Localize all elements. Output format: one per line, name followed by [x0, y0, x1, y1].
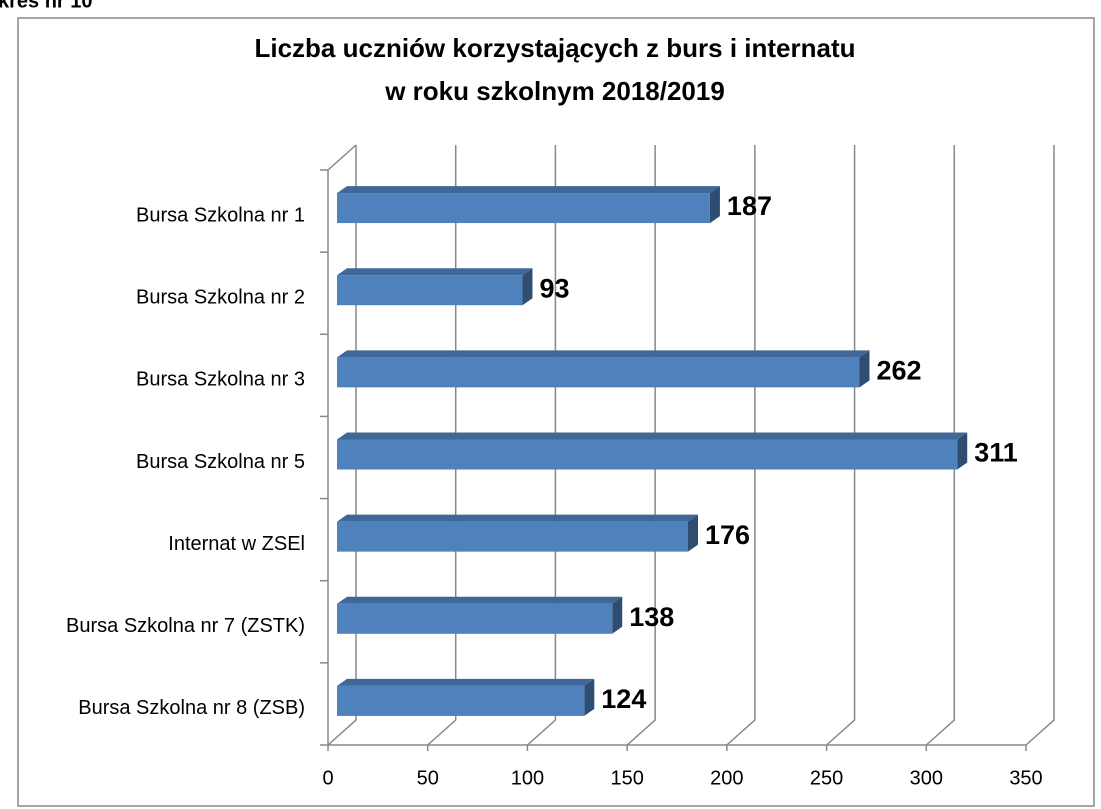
data-label: 311	[974, 438, 1018, 468]
data-label: 124	[601, 684, 646, 714]
data-label: 138	[629, 602, 674, 632]
bar	[337, 521, 688, 552]
grid-line	[626, 145, 656, 746]
bar-side	[687, 514, 698, 552]
chart-title: Liczba uczniów korzystających z burs i i…	[254, 33, 855, 63]
x-tick-label: 200	[710, 767, 743, 789]
y-tick-label: Internat w ZSEl	[168, 533, 305, 555]
grid-line	[427, 145, 457, 746]
x-tick-label: 50	[417, 767, 439, 789]
data-label: 176	[705, 520, 750, 550]
grid-line	[925, 145, 956, 746]
chart-frame	[17, 17, 1095, 807]
grid-line	[1025, 145, 1055, 746]
data-label: 262	[877, 355, 922, 385]
bar-side	[859, 350, 870, 388]
bar	[337, 603, 613, 634]
chart-title: w roku szkolnym 2018/2019	[384, 76, 725, 106]
x-tick-label: 100	[511, 767, 544, 789]
bar-top	[337, 596, 623, 604]
bar	[337, 685, 585, 716]
grid-line	[726, 145, 756, 746]
bar-top	[337, 268, 533, 276]
bar-top	[337, 678, 595, 686]
bar-top	[337, 514, 698, 522]
x-tick-label: 350	[1009, 767, 1042, 789]
y-tick-label: Bursa Szkolna nr 7 (ZSTK)	[66, 615, 305, 637]
bar-side	[584, 678, 595, 716]
bar-side	[709, 186, 720, 224]
bar-top	[337, 350, 870, 358]
bar-top	[337, 186, 720, 194]
bar	[337, 275, 523, 306]
x-tick-label: 150	[610, 767, 643, 789]
y-tick-label: Bursa Szkolna nr 3	[136, 369, 305, 391]
bar	[337, 193, 710, 224]
y-tick-label: Bursa Szkolna nr 1	[136, 204, 305, 226]
bar	[337, 357, 860, 388]
grid-line	[826, 145, 856, 746]
data-label: 187	[727, 191, 772, 221]
bar-side	[957, 432, 968, 470]
caption: kres nr 10	[0, 0, 93, 12]
x-tick-label: 300	[910, 767, 943, 789]
bar-side	[612, 596, 623, 634]
bar-top	[337, 432, 968, 440]
bar	[337, 439, 958, 470]
x-tick-label: 0	[322, 767, 333, 789]
y-tick-label: Bursa Szkolna nr 2	[136, 286, 305, 308]
grid-line	[526, 145, 557, 746]
x-tick-label: 250	[810, 767, 843, 789]
axis-line	[327, 144, 357, 171]
y-tick-label: Bursa Szkolna nr 5	[136, 451, 305, 473]
y-tick-label: Bursa Szkolna nr 8 (ZSB)	[78, 697, 305, 719]
data-label: 93	[539, 273, 569, 303]
grid-line	[327, 145, 357, 746]
bar-side	[522, 268, 533, 306]
